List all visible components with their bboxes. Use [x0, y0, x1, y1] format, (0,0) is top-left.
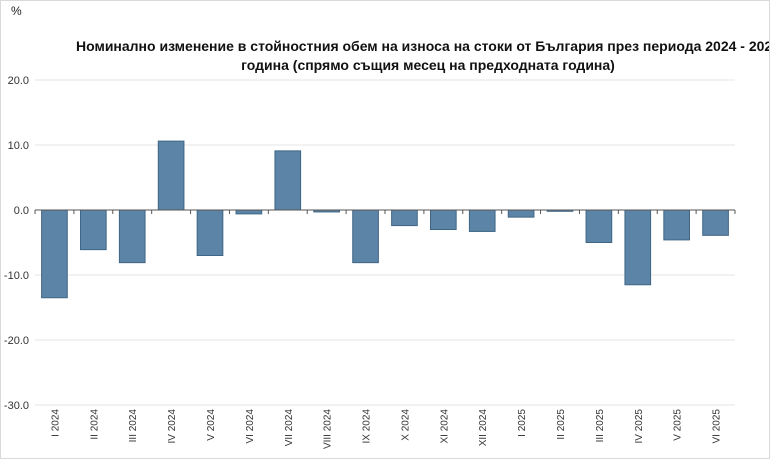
bar	[585, 209, 613, 243]
y-tick-label: 0.0	[14, 205, 29, 217]
x-tick-label: III 2024	[128, 409, 139, 443]
chart-title-line-1: Номинално изменение в стойностния обем н…	[76, 38, 769, 54]
y-tick-label: -20.0	[4, 335, 29, 347]
bar-layer	[41, 140, 729, 299]
y-tick-label: -10.0	[4, 270, 29, 282]
bar	[391, 209, 418, 227]
x-tick-label: III 2025	[595, 409, 606, 443]
axis-layer: 20.0 10.0 0.0 -10.0 -20.0 -30.0 I 2024 II 2024 I…	[4, 75, 736, 449]
bar	[468, 209, 496, 232]
bar	[80, 209, 107, 251]
bar	[624, 209, 652, 286]
x-tick-label: VIII 2024	[323, 409, 334, 449]
bar	[352, 209, 379, 264]
x-tick-label: IV 2024	[167, 409, 178, 444]
bar	[235, 209, 263, 215]
bar	[41, 209, 68, 299]
y-tick-label: 20.0	[8, 75, 29, 87]
x-tick-label: II 2024	[89, 409, 100, 440]
x-tick-label: I 2025	[517, 409, 528, 437]
y-tick-label: 10.0	[8, 140, 29, 152]
x-tick-label: VI 2025	[712, 409, 723, 444]
x-tick-label: V 2025	[673, 409, 684, 441]
x-tick-label: XII 2024	[478, 409, 489, 447]
x-tick-label: VII 2024	[284, 409, 295, 447]
chart-title-line-2: година (спрямо същия месец на предходнат…	[241, 57, 615, 73]
x-tick-label: II 2025	[556, 409, 567, 440]
bar	[196, 209, 224, 256]
x-tick-label: IX 2024	[362, 409, 373, 444]
x-tick-label: IV 2025	[634, 409, 645, 444]
bar	[663, 209, 690, 241]
bar	[430, 209, 457, 230]
grid-layer	[35, 79, 735, 406]
x-tick-label: V 2024	[206, 409, 217, 441]
bar	[157, 140, 185, 211]
y-unit-label: %	[11, 4, 22, 18]
bar	[507, 209, 535, 218]
bar	[274, 150, 302, 211]
x-tick-label: I 2024	[50, 409, 61, 437]
bar	[118, 209, 146, 264]
y-tick-label: -30.0	[4, 400, 29, 412]
x-tick-label: XI 2024	[439, 409, 450, 444]
x-tick-label: X 2024	[400, 409, 411, 441]
x-tick-label: VI 2024	[245, 409, 256, 444]
bar	[702, 209, 729, 236]
